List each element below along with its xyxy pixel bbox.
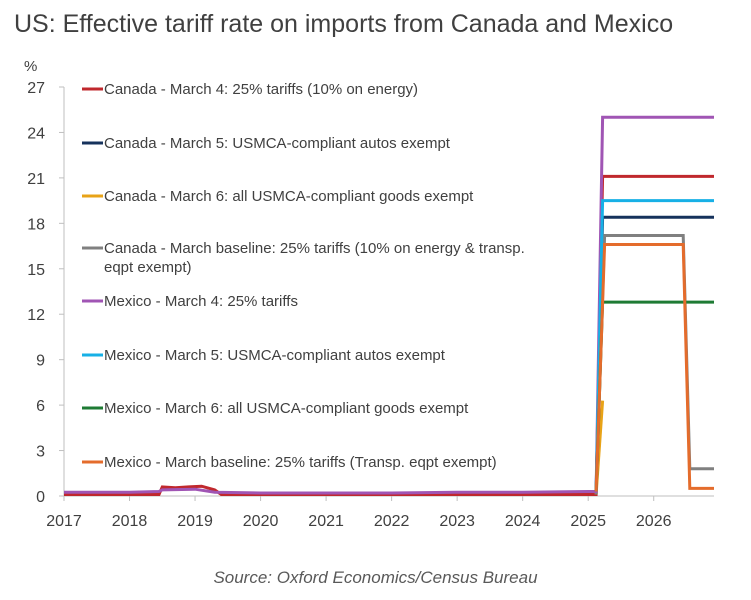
- chart-title: US: Effective tariff rate on imports fro…: [14, 10, 674, 38]
- y-tick-label: 3: [36, 444, 45, 461]
- y-axis-unit-label: %: [24, 58, 38, 75]
- source-note: Source: Oxford Economics/Census Bureau: [213, 568, 538, 587]
- legend-label-3: Canada - March 6: all USMCA-compliant go…: [104, 188, 474, 205]
- legend-label-2: Canada - March 5: USMCA-compliant autos …: [104, 135, 451, 152]
- legend-label-6: Mexico - March 5: USMCA-compliant autos …: [104, 347, 446, 364]
- x-tick-label: 2026: [636, 513, 672, 530]
- x-tick-label: 2025: [570, 513, 606, 530]
- x-tick-label: 2024: [505, 513, 541, 530]
- series-line-2: [594, 215, 714, 495]
- y-tick-label: 6: [36, 398, 45, 415]
- y-tick-label: 27: [27, 80, 45, 97]
- y-tick-label: 15: [27, 262, 45, 279]
- legend-label-8: Mexico - March baseline: 25% tariffs (Tr…: [104, 454, 497, 471]
- x-tick-label: 2023: [439, 513, 475, 530]
- y-tick-label: 12: [27, 307, 45, 324]
- x-tick-label: 2018: [112, 513, 148, 530]
- legend-label-7: Mexico - March 6: all USMCA-compliant go…: [104, 400, 469, 417]
- y-tick-label: 24: [27, 125, 45, 142]
- x-tick-label: 2020: [243, 513, 279, 530]
- legend-label-5: Mexico - March 4: 25% tariffs: [104, 293, 298, 310]
- series-line-8: [594, 243, 714, 492]
- y-tick-label: 18: [27, 216, 45, 233]
- series-line-7: [594, 300, 714, 492]
- x-tick-label: 2022: [374, 513, 410, 530]
- legend-label-1: Canada - March 4: 25% tariffs (10% on en…: [104, 81, 418, 98]
- x-tick-label: 2017: [46, 513, 82, 530]
- y-tick-label: 9: [36, 353, 45, 370]
- y-tick-label: 0: [36, 489, 45, 506]
- series-line-5: [64, 115, 714, 495]
- x-tick-label: 2019: [177, 513, 213, 530]
- series-line-4: [594, 234, 714, 495]
- x-tick-label: 2021: [308, 513, 344, 530]
- series-line-1: [64, 174, 714, 496]
- y-tick-label: 21: [27, 171, 45, 188]
- legend-label-4: Canada - March baseline: 25% tariffs (10…: [104, 240, 525, 276]
